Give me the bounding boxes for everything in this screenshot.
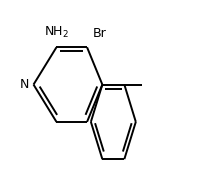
Text: N: N [19,78,29,91]
Text: Br: Br [93,27,106,40]
Text: NH$_2$: NH$_2$ [44,24,69,40]
